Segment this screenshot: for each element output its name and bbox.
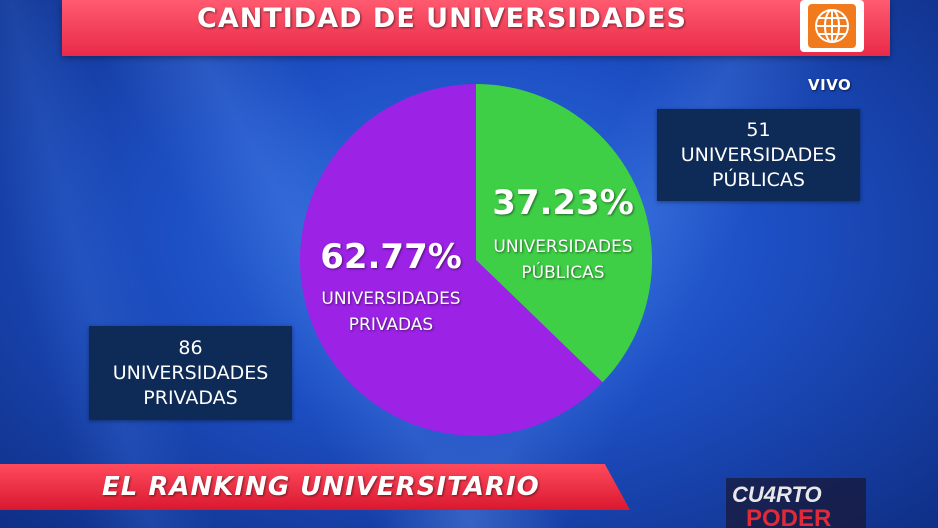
slice-label: UNIVERSIDADES [493, 237, 632, 257]
info-count: 86 [178, 336, 203, 359]
show-logo-line1: CU4RTO [732, 482, 822, 507]
channel-logo [800, 0, 864, 52]
info-box-privadas: 86 UNIVERSIDADES PRIVADAS [89, 326, 292, 420]
pie-slice [476, 84, 652, 383]
slice-label: PRIVADAS [349, 315, 433, 335]
info-count: 51 [746, 118, 771, 141]
show-logo: CU4RTO PODER [726, 478, 866, 528]
slice-label: PÚBLICAS [521, 261, 604, 283]
data-label: 62.77% [320, 237, 462, 277]
info-line: UNIVERSIDADES [112, 361, 269, 384]
globe-icon [815, 9, 849, 43]
info-box-publicas: 51 UNIVERSIDADES PÚBLICAS [657, 109, 860, 201]
show-logo-line2: PODER [746, 505, 831, 528]
info-line: PÚBLICAS [712, 168, 805, 191]
slice-label: UNIVERSIDADES [321, 289, 460, 309]
live-label: VIVO [808, 76, 852, 94]
title-bar: CANTIDAD DE UNIVERSIDADES [62, 0, 890, 56]
info-line: UNIVERSIDADES [680, 143, 837, 166]
pie-slice [300, 84, 603, 437]
chart-title: CANTIDAD DE UNIVERSIDADES [197, 2, 687, 34]
data-label: 37.23% [492, 183, 634, 223]
info-line: PRIVADAS [143, 386, 238, 409]
lower-third-bar [0, 464, 630, 510]
lower-third-text: EL RANKING UNIVERSITARIO [102, 472, 540, 502]
